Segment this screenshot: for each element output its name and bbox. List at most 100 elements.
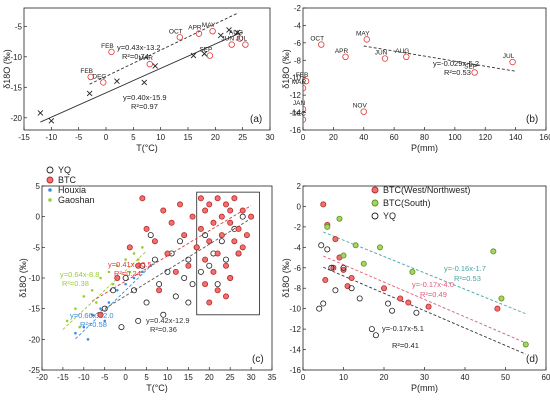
- data-point: [193, 244, 200, 251]
- data-point: [405, 299, 412, 306]
- y-tick-label: -4: [294, 21, 302, 30]
- data-point: [99, 307, 102, 310]
- fit-r2: R²=0.38: [62, 279, 89, 288]
- data-point: [185, 262, 192, 269]
- data-point: [380, 285, 387, 292]
- fit-line: [323, 255, 526, 344]
- data-point: [176, 238, 183, 245]
- legend-d: BTC(West/Northwest) BTC(South) YQ: [371, 185, 470, 221]
- data-point: [65, 319, 69, 323]
- y-tick-label: -10: [10, 53, 22, 62]
- point-label: APR: [335, 48, 349, 55]
- data-point: [164, 268, 171, 275]
- data-point: [376, 244, 383, 251]
- point-label: MAR: [139, 55, 154, 62]
- data-point: [160, 311, 167, 318]
- plot-data: [303, 36, 516, 123]
- x-tick-label: 20: [380, 373, 389, 382]
- data-point: [197, 225, 204, 232]
- x-tick-label: 10: [156, 133, 165, 142]
- data-point: [136, 258, 140, 261]
- fit-r2: R²=0.53: [444, 68, 471, 77]
- point-label: DEC: [92, 73, 106, 80]
- data-point: [114, 274, 121, 281]
- point-label: FEB: [296, 72, 309, 79]
- data-point: [214, 250, 221, 257]
- data-point: [389, 307, 396, 314]
- data-point: [176, 201, 183, 208]
- data-point: [86, 90, 93, 97]
- data-point: [372, 332, 379, 339]
- data-point: [143, 299, 150, 306]
- data-point: [228, 41, 235, 48]
- data-point: [115, 264, 119, 268]
- x-tick-label: 50: [501, 373, 510, 382]
- x-tick-label: -10: [78, 373, 90, 382]
- y-tick-label: -6: [294, 264, 302, 273]
- data-point: [141, 270, 144, 274]
- data-point: [239, 213, 246, 220]
- point-label: OCT: [169, 28, 183, 35]
- y-tick-label: -12: [289, 91, 301, 100]
- data-point: [330, 264, 337, 271]
- x-tick-label: 0: [104, 133, 109, 142]
- data-point: [172, 268, 179, 275]
- data-point: [226, 27, 232, 33]
- data-point: [86, 338, 90, 341]
- data-point: [498, 295, 505, 302]
- data-point: [189, 281, 196, 288]
- y-tick-label: 0: [297, 202, 302, 211]
- panel-label: (a): [250, 114, 262, 125]
- data-point: [202, 232, 209, 239]
- x-tick-label: 30: [420, 373, 429, 382]
- x-tick-label: 35: [268, 373, 277, 382]
- data-point: [141, 246, 144, 249]
- data-point: [156, 281, 163, 288]
- y-tick-label: -8: [294, 284, 302, 293]
- y-tick-label: -5: [15, 22, 23, 31]
- data-point: [206, 52, 214, 59]
- data-point: [210, 219, 217, 226]
- data-point: [471, 69, 478, 76]
- legend-entry: YQ: [58, 165, 71, 175]
- data-point: [336, 215, 343, 222]
- data-point: [235, 250, 242, 257]
- x-tick-label: -15: [57, 373, 69, 382]
- data-point: [99, 276, 102, 280]
- data-point: [164, 250, 171, 257]
- fit-line: [75, 261, 156, 340]
- plot-frame: [23, 7, 271, 131]
- x-tick-label: 15: [184, 373, 193, 382]
- x-tick-label: 20: [329, 133, 338, 142]
- data-point: [201, 50, 208, 57]
- data-point: [320, 300, 327, 307]
- x-tick-label: 30: [266, 133, 275, 142]
- x-axis-label: P(mm): [411, 143, 438, 153]
- data-point: [218, 213, 225, 220]
- x-tick-label: 80: [420, 133, 429, 142]
- point-label: SEP: [199, 47, 212, 54]
- data-point: [231, 195, 238, 202]
- plot-data: [62, 191, 260, 341]
- y-tick-label: -16: [289, 366, 301, 375]
- legend-marker: [371, 199, 379, 207]
- data-point: [235, 225, 242, 232]
- fit-equation: y=0.42x-12.9: [146, 316, 190, 325]
- data-point: [124, 282, 127, 286]
- data-point: [494, 305, 501, 312]
- data-point: [206, 262, 213, 269]
- data-point: [110, 287, 117, 294]
- plot-frame: [302, 7, 547, 131]
- data-point: [135, 317, 142, 324]
- fit-line: [40, 31, 243, 123]
- plot-data: [37, 12, 249, 124]
- data-point: [214, 281, 221, 288]
- data-point: [143, 225, 150, 232]
- data-point: [126, 244, 133, 251]
- data-point: [322, 277, 329, 284]
- fit-equation: y=0.66x-12.0: [70, 311, 114, 320]
- data-point: [151, 238, 158, 245]
- data-point: [128, 270, 132, 274]
- x-tick-label: 60: [390, 133, 399, 142]
